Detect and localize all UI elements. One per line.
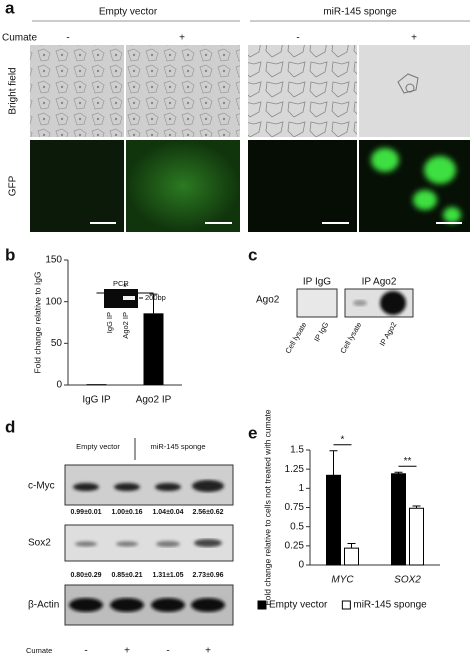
- error-bar: [149, 293, 158, 314]
- bright-field-image: [359, 45, 470, 137]
- bar: [391, 473, 406, 566]
- gfp-signal: [371, 148, 461, 223]
- y-tick-label: 0: [56, 380, 62, 391]
- x-tick-label: SOX2: [394, 575, 421, 586]
- condition: +: [411, 33, 417, 44]
- condition: -: [66, 33, 69, 44]
- legend-swatch: [341, 600, 351, 610]
- condition: -: [166, 646, 169, 657]
- condition: -: [84, 646, 87, 657]
- condition: -: [296, 33, 299, 44]
- error-bar: [412, 505, 421, 509]
- group-header: miR-145 sponge: [150, 442, 205, 451]
- gel: [104, 289, 138, 308]
- inset-title: PCR: [113, 279, 129, 288]
- y-tick-label: 100: [45, 296, 62, 307]
- significance: *: [123, 283, 127, 294]
- blot: [296, 288, 338, 318]
- y-tick-label: 0: [298, 560, 304, 571]
- condition: +: [124, 646, 130, 657]
- y-axis-label: Fold change relative to IgG: [32, 271, 42, 373]
- quantification: 2.73±0.96: [192, 572, 223, 579]
- legend-label: Empty vector: [269, 600, 328, 611]
- gfp-image: [30, 140, 124, 232]
- y-tick-label: 0.25: [285, 540, 305, 551]
- quantification: 0.80±0.29: [70, 572, 101, 579]
- bright-field-image: [248, 45, 357, 137]
- y-tick-label: 1.5: [290, 445, 304, 456]
- x-tick-label: Ago2 IP: [136, 395, 172, 406]
- row-label: GFP: [8, 175, 19, 196]
- panel-label: c: [248, 245, 257, 264]
- bright-field-image: [30, 45, 124, 137]
- condition: +: [205, 646, 211, 657]
- inset-lane: Ago2 IP: [121, 312, 130, 339]
- quantification: 1.31±1.05: [152, 572, 183, 579]
- panel-label: e: [248, 423, 257, 442]
- band: [75, 539, 222, 547]
- quantification: 0.99±0.01: [70, 509, 101, 516]
- error-bar: [347, 543, 356, 549]
- quantification: 1.04±0.04: [152, 509, 183, 516]
- blot-label: β-Actin: [28, 600, 59, 611]
- y-tick-label: 1: [298, 483, 304, 494]
- bar: [409, 507, 424, 566]
- group-header: IP IgG: [303, 277, 331, 288]
- bar: [143, 313, 164, 385]
- inset-marker: 200bp: [145, 293, 166, 302]
- quantification: 2.56±0.62: [192, 509, 223, 516]
- group-header: IP Ago2: [362, 277, 397, 288]
- significance: **: [404, 456, 412, 467]
- gfp-image: [248, 140, 357, 232]
- group-header: Empty vector: [99, 7, 158, 18]
- x-tick-label: MYC: [331, 575, 354, 586]
- cell-outline: [397, 73, 419, 94]
- inset-lane: IgG IP: [105, 312, 114, 333]
- band: [380, 291, 406, 315]
- y-tick-label: 50: [51, 338, 63, 349]
- y-tick-label: 0.5: [290, 521, 304, 532]
- gfp-image: [126, 140, 240, 232]
- y-tick-label: 0.75: [285, 502, 305, 513]
- y-axis-label: Fold change relative to cells not treate…: [262, 409, 272, 605]
- quantification: 0.85±0.21: [111, 572, 142, 579]
- error-bar: [394, 471, 403, 474]
- treatment-label: Cumate: [2, 33, 37, 44]
- bar: [344, 547, 359, 566]
- blot-label: Sox2: [28, 538, 51, 549]
- error-bar: [329, 450, 338, 476]
- treatment-label: Cumate: [26, 646, 52, 655]
- bar: [326, 474, 341, 566]
- blot-label: c-Myc: [28, 481, 55, 492]
- panel-d: d Empty vector miR-145 sponge c-Myc Sox2…: [5, 417, 234, 657]
- legend-label: miR-145 sponge: [353, 600, 427, 611]
- panel-a: a Empty vector miR-145 sponge Cumate - +…: [2, 0, 470, 232]
- condition: +: [179, 33, 185, 44]
- panel-label: b: [5, 245, 15, 264]
- panel-label: d: [5, 417, 15, 436]
- quantification: 1.00±0.16: [111, 509, 142, 516]
- protein-label: Ago2: [256, 295, 280, 306]
- y-tick-label: 1.25: [285, 464, 305, 475]
- row-label: Bright field: [8, 67, 19, 114]
- band: [353, 300, 367, 306]
- gel-band: [123, 296, 135, 300]
- group-header: Empty vector: [76, 442, 120, 451]
- y-tick-label: 150: [45, 255, 62, 266]
- legend-swatch: [257, 600, 267, 610]
- bright-field-image: [126, 45, 240, 137]
- group-header: miR-145 sponge: [323, 7, 397, 18]
- bar: [86, 384, 107, 386]
- band: [73, 480, 224, 492]
- panel-label: a: [5, 0, 15, 17]
- x-tick-label: IgG IP: [82, 395, 111, 406]
- band: [69, 598, 225, 612]
- significance: *: [341, 434, 345, 445]
